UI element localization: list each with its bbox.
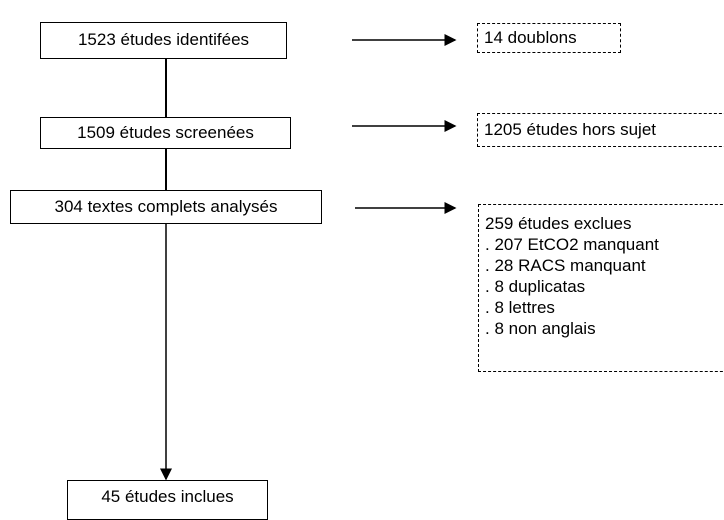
exclusion-label: 14 doublons	[484, 28, 577, 47]
exclusion-label: 259 études exclues	[485, 214, 632, 233]
exclusion-item: . 28 RACS manquant	[485, 256, 646, 275]
node-label: 1509 études screenées	[77, 122, 254, 142]
exclusion-box: 1205 études hors sujet	[477, 113, 724, 147]
exclusion-item: . 8 duplicatas	[485, 277, 586, 296]
node: 1509 études screenées	[40, 117, 291, 149]
exclusion-item: . 8 non anglais	[485, 319, 596, 338]
node: 304 textes complets analysés	[10, 190, 322, 224]
exclusion-item: . 207 EtCO2 manquant	[485, 235, 659, 254]
exclusion-item: . 8 lettres	[485, 298, 555, 317]
node-label: 304 textes complets analysés	[54, 196, 278, 216]
node-label: 45 études inclues	[101, 487, 234, 506]
node: 1523 études identifées	[40, 22, 287, 59]
exclusion-box: 259 études exclues . 207 EtCO2 manquant . …	[478, 204, 724, 372]
exclusion-label: 1205 études hors sujet	[484, 120, 657, 139]
node: 45 études inclues	[67, 480, 268, 520]
node-label: 1523 études identifées	[77, 30, 250, 50]
exclusion-box: 14 doublons	[477, 23, 621, 53]
